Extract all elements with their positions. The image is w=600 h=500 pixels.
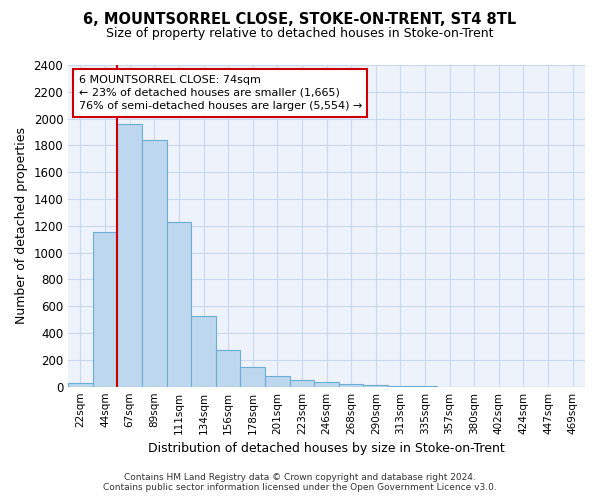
Bar xyxy=(142,140,167,386)
Text: Contains HM Land Registry data © Crown copyright and database right 2024.
Contai: Contains HM Land Registry data © Crown c… xyxy=(103,473,497,492)
Bar xyxy=(265,376,290,386)
Text: 6, MOUNTSORREL CLOSE, STOKE-ON-TRENT, ST4 8TL: 6, MOUNTSORREL CLOSE, STOKE-ON-TRENT, ST… xyxy=(83,12,517,28)
Bar xyxy=(216,350,241,386)
Bar xyxy=(290,380,314,386)
Bar xyxy=(68,382,93,386)
Text: 6 MOUNTSORREL CLOSE: 74sqm
← 23% of detached houses are smaller (1,665)
76% of s: 6 MOUNTSORREL CLOSE: 74sqm ← 23% of deta… xyxy=(79,74,362,111)
Bar xyxy=(167,222,191,386)
Y-axis label: Number of detached properties: Number of detached properties xyxy=(15,128,28,324)
Bar xyxy=(241,366,265,386)
X-axis label: Distribution of detached houses by size in Stoke-on-Trent: Distribution of detached houses by size … xyxy=(148,442,505,455)
Bar xyxy=(191,316,216,386)
Bar xyxy=(118,124,142,386)
Bar xyxy=(93,232,118,386)
Bar xyxy=(314,382,339,386)
Text: Size of property relative to detached houses in Stoke-on-Trent: Size of property relative to detached ho… xyxy=(106,28,494,40)
Bar xyxy=(339,384,364,386)
